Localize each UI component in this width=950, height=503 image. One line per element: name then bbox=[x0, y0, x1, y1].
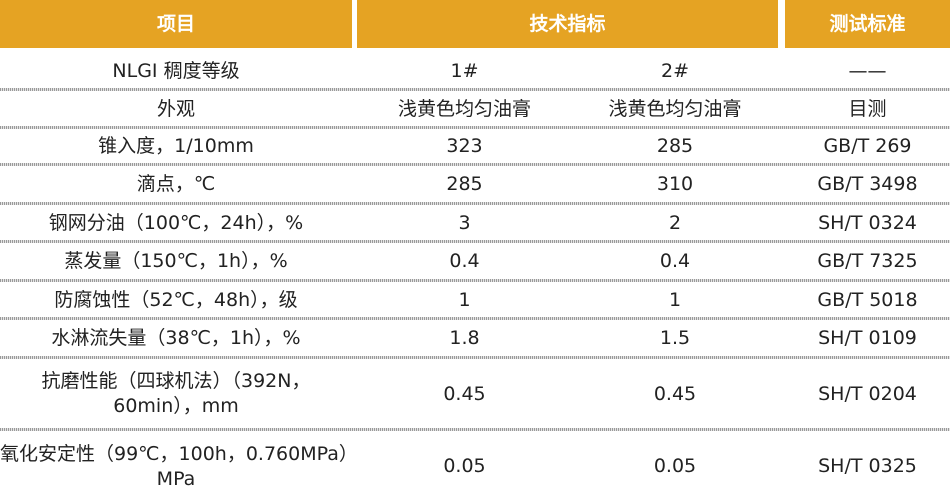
row-separator bbox=[0, 88, 950, 91]
row-label: 锥入度，1/10mm bbox=[98, 135, 254, 157]
row-value: 310 bbox=[656, 173, 694, 195]
row-value: 1.5 bbox=[659, 327, 691, 349]
row-value: 0.45 bbox=[443, 382, 486, 405]
row-value: 0.05 bbox=[443, 455, 486, 477]
row-label: 抗磨性能（四球机法）（392N， 60min），mm bbox=[0, 358, 352, 430]
row-value: 浅黄色均匀油膏 bbox=[397, 97, 531, 120]
row-value: 0.4 bbox=[659, 250, 691, 272]
cell-line: MPa bbox=[156, 467, 196, 490]
row-value: —— bbox=[848, 59, 887, 82]
header-cell: 技术指标 bbox=[357, 0, 778, 48]
row-value: GB/T 7325 bbox=[817, 250, 918, 272]
row-label: 蒸发量（150℃，1h），% bbox=[64, 250, 288, 272]
row-label: 水淋流失量（38℃，1h），% bbox=[51, 327, 301, 349]
row-label: 氧化安定性（99℃，100h，0.760MPa） MPa bbox=[0, 430, 358, 503]
row-value: 2 bbox=[668, 211, 682, 234]
row-label: 钢网分油（100℃，24h），% bbox=[48, 211, 304, 234]
row-value: 323 bbox=[446, 135, 483, 157]
row-value: SH/T 0109 bbox=[818, 327, 917, 349]
row-value: 0.05 bbox=[653, 455, 697, 477]
row-label: NLGI 稠度等级 bbox=[112, 59, 240, 82]
row-separator bbox=[0, 202, 950, 205]
row-value: 2# bbox=[660, 59, 689, 82]
row-value: 285 bbox=[446, 173, 483, 195]
row-value: SH/T 0204 bbox=[818, 382, 917, 405]
row-value: 1 bbox=[458, 288, 471, 311]
row-separator bbox=[0, 317, 950, 320]
cell-line: 氧化安定性（99℃，100h，0.760MPa） bbox=[0, 442, 358, 465]
row-separator bbox=[0, 240, 950, 243]
row-label: 防腐蚀性（52℃，48h），级 bbox=[54, 288, 298, 311]
row-separator bbox=[0, 356, 950, 359]
cell-line: 60min），mm bbox=[113, 395, 239, 417]
row-value: 3 bbox=[458, 211, 471, 234]
row-value: 0.45 bbox=[653, 382, 697, 405]
row-value: SH/T 0325 bbox=[818, 455, 917, 477]
row-value: 浅黄色均匀油膏 bbox=[608, 97, 742, 120]
cell-line: 抗磨性能（四球机法）（392N， bbox=[41, 370, 311, 392]
row-value: SH/T 0324 bbox=[818, 211, 917, 234]
row-value: GB/T 3498 bbox=[817, 173, 918, 195]
row-value: GB/T 5018 bbox=[817, 288, 918, 311]
row-separator bbox=[0, 126, 950, 129]
row-separator bbox=[0, 279, 950, 282]
header-cell: 测试标准 bbox=[785, 0, 950, 48]
row-value: 目测 bbox=[848, 97, 887, 120]
row-value: 1# bbox=[450, 59, 479, 82]
row-separator bbox=[0, 163, 950, 166]
row-value: 1 bbox=[668, 288, 682, 311]
row-value: GB/T 269 bbox=[823, 135, 912, 157]
row-value: 0.4 bbox=[449, 250, 480, 272]
row-label: 滴点，℃ bbox=[136, 173, 216, 195]
row-value: 285 bbox=[656, 135, 694, 157]
header-cell: 项目 bbox=[0, 0, 352, 48]
row-separator bbox=[0, 428, 950, 431]
row-label: 外观 bbox=[156, 97, 195, 120]
row-value: 1.8 bbox=[449, 327, 480, 349]
